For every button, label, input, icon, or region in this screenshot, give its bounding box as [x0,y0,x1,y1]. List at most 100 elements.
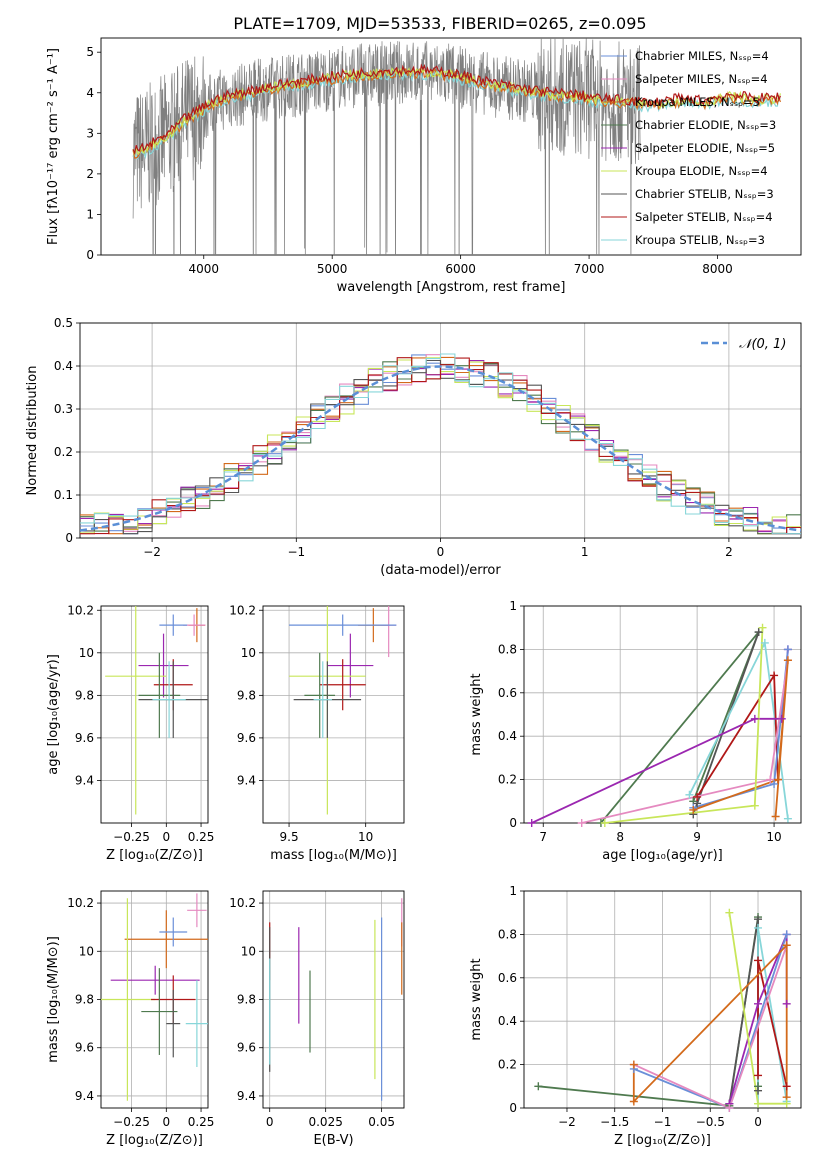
legend-label: Kroupa STELIB, Nₛₛₚ=3 [635,233,765,247]
x-tick-label: 8 [616,830,624,844]
x-tick-label: 6000 [445,262,476,276]
y-tick-label: 0.4 [498,729,517,743]
x-tick-label: 0 [162,1115,170,1129]
weight-marker [758,623,767,632]
legend-label: Kroupa MILES, Nₛₛₚ=5 [635,95,760,109]
y-tick-label: 10.2 [229,603,256,617]
weight-line [692,660,789,817]
model-spectrum [132,63,781,156]
y-tick-label: 0 [509,1101,517,1115]
y-tick-label: 9.6 [237,731,256,745]
weight-marker [725,1104,734,1112]
x-tick-label: −0.25 [113,1115,150,1129]
x-tick-label: −1.5 [600,1115,629,1129]
plot-area [132,38,781,255]
x-tick-label: 0.25 [188,830,215,844]
x-tick-label: 0.025 [308,1115,342,1129]
y-tick-label: 3 [86,126,94,140]
axes-frame [79,322,802,539]
legend-label: Salpeter MILES, Nₛₛₚ=4 [635,72,768,86]
y-tick-label: 4 [86,86,94,100]
x-axis-label: E(B-V) [313,1133,353,1148]
weight-marker [754,1071,763,1080]
x-axis-label: Z [log₁₀(Z/Z⊙)] [106,1133,203,1148]
weight-marker [754,999,763,1008]
legend-label: Salpeter STELIB, Nₛₛₚ=4 [635,210,773,224]
weight-marker [777,714,786,723]
panel-spectrum: 4000 5000 6000 7000 8000 0 1 2 3 4 5 wavelength [An… [46,37,802,295]
y-tick-label: 0.2 [498,773,517,787]
y-tick-label: 10 [79,944,94,958]
weight-marker [577,819,586,827]
y-tick-label: 9.4 [75,1089,94,1103]
y-tick-label: 9.8 [237,993,256,1007]
x-axis-label: wavelength [Angstrom, rest frame] [337,280,566,295]
plot-area [80,353,801,535]
y-axis-label: mass weight [469,958,484,1040]
axes-frame [523,890,802,1109]
weight-marker [782,941,791,950]
x-axis-label: Z [log₁₀(Z/Z⊙)] [106,848,203,863]
weight-marker [754,956,763,965]
legend-label: 𝒩(0, 1) [739,337,786,352]
x-tick-label: 0 [437,545,445,559]
y-tick-label: 9.6 [75,731,94,745]
weight-marker [754,1086,763,1095]
axes-frame [100,37,802,256]
weight-marker [782,930,791,939]
weight-marker [782,1099,791,1108]
axes-frame [523,605,802,824]
y-axis-label: age [log₁₀(age/yr)] [46,654,61,775]
x-tick-label: 1 [581,545,589,559]
panel-mass_vs_EBV: 0 0.025 0.05 9.4 9.6 9.8 10 10.2 E(B-V) [229,890,405,1148]
y-tick-label: 0.3 [54,402,73,416]
weight-marker [754,915,763,924]
axes-frame [100,605,209,824]
x-tick-label: −1 [287,545,305,559]
y-tick-label: 1 [509,884,517,898]
y-tick-label: 0.5 [54,316,73,330]
plot-area [101,893,208,1101]
weight-marker [770,779,779,788]
y-tick-label: 9.8 [75,688,94,702]
weight-marker [771,812,780,821]
weight-marker [527,819,536,827]
axes-frame [262,890,405,1109]
y-tick-label: 10 [79,646,94,660]
x-axis-label: Z [log₁₀(Z/Z⊙)] [614,1133,711,1148]
y-tick-label: 9.4 [237,773,256,787]
figure-title: PLATE=1709, MJD=53533, FIBERID=0265, z=0… [233,14,646,33]
weight-marker [760,638,769,647]
y-tick-label: 9.8 [75,993,94,1007]
weight-marker [600,819,609,827]
y-tick-label: 0.4 [54,359,73,373]
x-tick-label: 9.5 [280,830,299,844]
x-tick-label: 5000 [317,262,348,276]
y-tick-label: 0.8 [498,642,517,656]
weight-line [633,934,788,1108]
plot-area [289,606,397,815]
weight-marker [766,775,775,784]
x-axis-label: age [log₁₀(age/yr)] [602,848,723,863]
x-axis-label: mass [log₁₀(M/M⊙)] [270,848,397,863]
y-tick-label: 10 [241,944,256,958]
y-tick-label: 0.2 [54,445,73,459]
y-tick-label: 1 [509,599,517,613]
y-tick-label: 5 [86,45,94,59]
y-tick-label: 9.6 [75,1041,94,1055]
weight-marker [783,814,792,823]
weight-marker [629,1060,638,1069]
y-tick-label: 10.2 [67,603,94,617]
weight-line [538,916,759,1107]
y-tick-label: 9.6 [237,1041,256,1055]
legend-label: Chabrier STELIB, Nₛₛₚ=3 [635,187,774,201]
y-tick-label: 9.4 [237,1089,256,1103]
residual-histogram [80,353,801,535]
panel-age_vs_Z: −0.25 0 0.25 9.4 9.6 9.8 10 10.2 Z [log₁₀(Z/Z⊙)]… [46,603,215,863]
y-tick-label: 9.8 [237,688,256,702]
weight-marker [689,805,698,814]
weight-marker [770,671,779,680]
x-tick-label: 0 [266,1115,274,1129]
y-tick-label: 1 [86,207,94,221]
